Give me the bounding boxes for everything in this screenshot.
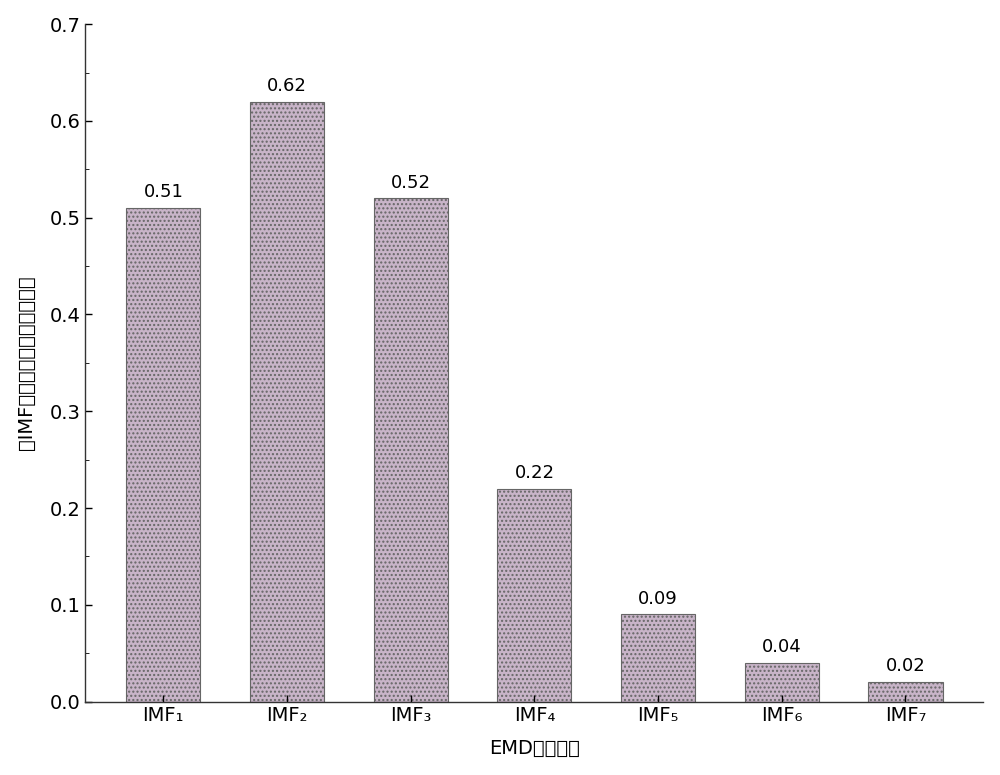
Text: 0.52: 0.52: [391, 174, 431, 191]
Text: 0.04: 0.04: [762, 638, 802, 656]
Bar: [126, 208, 200, 701]
Bar: [745, 663, 819, 701]
Text: 0.22: 0.22: [514, 464, 554, 482]
Text: 0.62: 0.62: [267, 77, 307, 95]
Bar: [374, 198, 448, 701]
Bar: [621, 615, 695, 701]
Text: 0.09: 0.09: [638, 590, 678, 608]
Text: 0.51: 0.51: [143, 183, 183, 202]
Text: 0.02: 0.02: [886, 657, 925, 676]
Y-axis label: 各IMF与归一化信号的相关系数: 各IMF与归一化信号的相关系数: [17, 276, 36, 450]
Bar: [250, 102, 324, 701]
Bar: [497, 489, 571, 701]
Bar: [868, 682, 943, 701]
X-axis label: EMD分解阶次: EMD分解阶次: [489, 739, 580, 758]
